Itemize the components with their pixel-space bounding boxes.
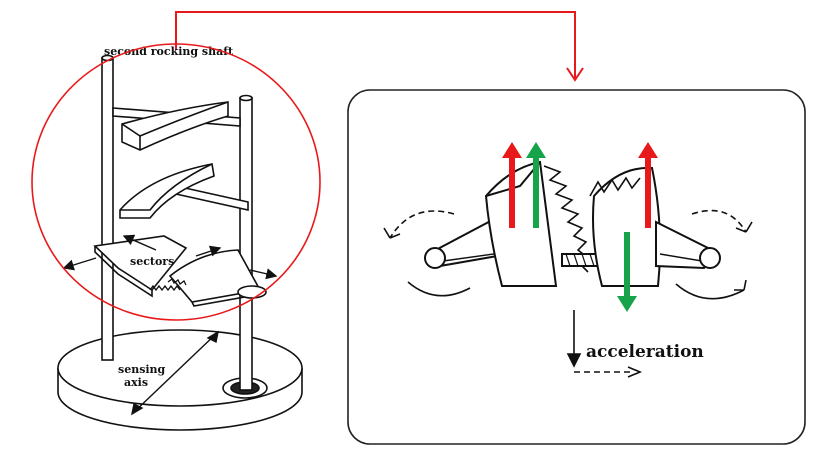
left-sector [93,235,188,292]
sector-arrows [62,234,278,280]
force-arrows [502,142,658,312]
left-pivot [424,247,446,269]
rotation-arcs [383,209,753,300]
label-second-rocking-shaft: second rocking shaft [104,45,234,58]
zoom-connector-arrowhead [566,67,584,82]
right-pivot [699,247,721,269]
label-axis: axis [124,376,148,389]
label-sensing: sensing [118,363,166,376]
right-post [239,97,253,391]
label-sectors: sectors [130,255,174,268]
sector-teeth [149,284,181,292]
highlight-circle [31,43,321,321]
right-pivot-arm [655,220,714,270]
right-post-top [239,94,253,102]
acceleration-indicator [566,310,643,378]
lower-curved-mass [119,163,215,219]
right-zoom-teeth [589,176,641,197]
accelerometer-drawing [57,54,303,431]
label-acceleration: acceleration [586,342,704,362]
left-post [101,57,114,361]
upper-curved-mass [121,101,229,151]
zoom-connector-line [175,11,576,78]
sensing-axis-arrow [131,330,219,416]
lower-crossbar [175,185,249,211]
